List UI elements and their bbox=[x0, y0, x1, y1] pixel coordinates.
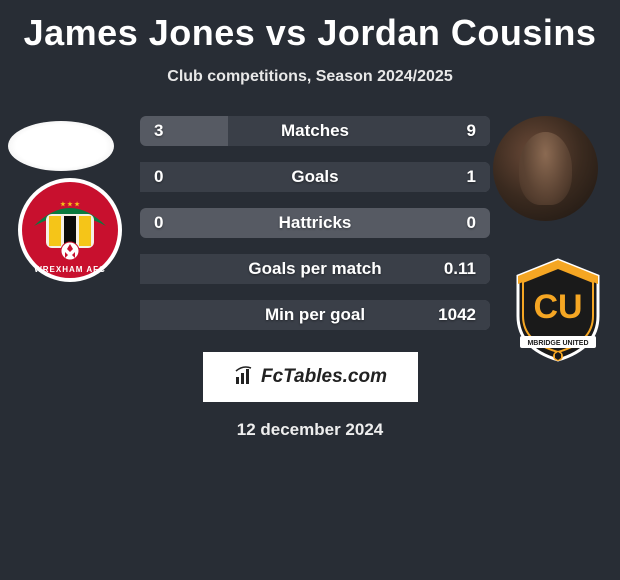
stat-row: 0 Goals 1 bbox=[140, 162, 490, 192]
svg-text:MBRIDGE UNITED: MBRIDGE UNITED bbox=[527, 340, 588, 347]
club-left-crest: ★ ★ ★ WREXHAM AFC bbox=[16, 176, 124, 284]
svg-text:CU: CU bbox=[533, 288, 582, 326]
brand-logo-icon bbox=[233, 363, 257, 392]
stat-right-value: 0.11 bbox=[444, 259, 476, 279]
club-right-crest: CU MBRIDGE UNITED bbox=[508, 256, 608, 364]
stat-label: Matches bbox=[140, 121, 490, 141]
stat-label: Goals bbox=[140, 167, 490, 187]
stat-right-value: 1 bbox=[467, 167, 476, 187]
page-title: James Jones vs Jordan Cousins bbox=[0, 0, 620, 54]
stat-label: Hattricks bbox=[140, 213, 490, 233]
stat-right-value: 9 bbox=[467, 121, 476, 141]
svg-text:WREXHAM AFC: WREXHAM AFC bbox=[34, 265, 106, 274]
footer-date: 12 december 2024 bbox=[10, 420, 610, 440]
svg-text:★ ★ ★: ★ ★ ★ bbox=[60, 201, 80, 208]
stat-row: Goals per match 0.11 bbox=[140, 254, 490, 284]
player-left-avatar bbox=[8, 121, 114, 171]
stat-right-value: 1042 bbox=[438, 305, 476, 325]
stat-row: 3 Matches 9 bbox=[140, 116, 490, 146]
comparison-content: ★ ★ ★ WREXHAM AFC CU MBRIDGE UNITED 3 bbox=[0, 116, 620, 440]
stat-right-value: 0 bbox=[467, 213, 476, 233]
stat-label: Goals per match bbox=[140, 259, 490, 279]
stat-row: 0 Hattricks 0 bbox=[140, 208, 490, 238]
player-right-avatar bbox=[493, 116, 598, 221]
stat-row: Min per goal 1042 bbox=[140, 300, 490, 330]
subtitle: Club competitions, Season 2024/2025 bbox=[0, 68, 620, 86]
brand-box: FcTables.com bbox=[203, 352, 418, 402]
stats-list: 3 Matches 9 0 Goals 1 0 Hattricks 0 Goal… bbox=[140, 116, 490, 330]
brand-text: FcTables.com bbox=[261, 366, 387, 388]
